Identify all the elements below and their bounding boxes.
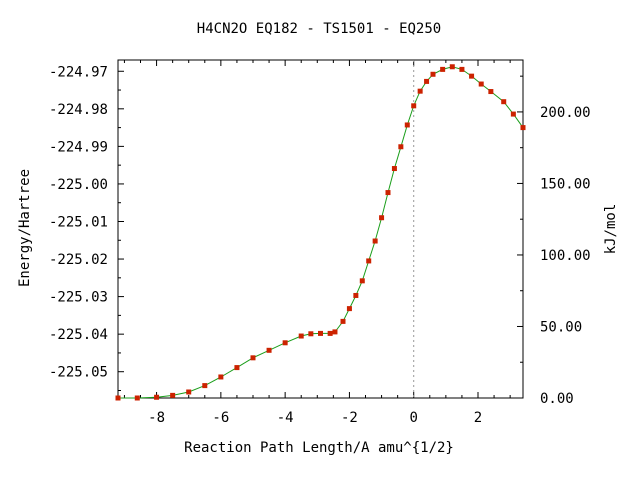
series-line [118,66,524,399]
chart-title: H4CN2O EQ182 - TS1501 - EQ250 [197,21,441,37]
y-tick-label: -225.05 [49,365,108,381]
data-point [134,395,140,401]
data-point [332,329,338,335]
data-point [282,340,288,346]
y2-tick-label: 0.00 [540,391,574,407]
data-point [340,318,346,324]
data-point [359,278,365,284]
data-point [385,190,391,196]
data-point [372,238,378,244]
y-tick-label: -225.00 [49,177,108,193]
y-tick-label: -224.98 [49,102,108,118]
y2-axis-label: kJ/mol [603,204,619,255]
x-axis-label: Reaction Path Length/A amu^{1/2} [184,440,454,456]
data-point [318,330,323,336]
data-point [379,215,385,221]
data-point [510,111,516,117]
y-tick-label: -225.02 [49,252,108,268]
data-point [478,81,484,87]
x-tick-label: 0 [409,410,417,426]
y2-tick-label: 100.00 [540,248,591,264]
data-point [404,122,410,128]
y-axis-label: Energy/Hartree [17,169,33,287]
y2-tick-label: 50.00 [540,319,582,335]
x-tick-label: -4 [277,410,294,426]
y2-tick-label: 150.00 [540,176,591,192]
x-tick-label: -6 [212,410,229,426]
data-point [430,71,436,77]
data-point [353,292,359,298]
data-point [308,331,314,337]
data-point [366,258,372,264]
y2-tick-label: 200.00 [540,105,591,121]
data-point [202,383,208,389]
data-point [440,66,446,72]
data-point [520,125,526,131]
plot-frame [117,59,524,399]
x-tick-label: -8 [148,410,165,426]
data-point [391,166,397,172]
x-tick-label: 2 [474,410,482,426]
data-point [234,365,240,371]
y-tick-label: -224.99 [49,139,108,155]
data-point [186,389,192,395]
data-point [501,99,507,105]
data-point [449,64,455,70]
data-point [459,66,465,72]
data-point [250,355,256,361]
data-point [488,89,494,95]
y-tick-label: -225.01 [49,214,108,230]
data-point [115,395,121,401]
y-tick-label: -225.03 [49,290,108,306]
data-point [424,78,430,84]
data-point [327,330,333,336]
data-point [170,392,176,398]
data-point [266,347,272,353]
y-tick-label: -224.97 [49,64,108,80]
x-tick-label: -2 [341,410,358,426]
plot-area: -8 -6 -4 -2 0 2 -224.97 -224.98 -224.99 -225.00 -2… [49,59,591,426]
data-point [298,333,304,339]
data-point [411,103,417,109]
data-point [398,144,404,150]
y-tick-label: -225.04 [49,327,108,343]
data-point [469,73,475,79]
data-point [417,88,423,94]
data-point [218,374,224,380]
data-point [154,394,160,400]
data-point [346,306,352,312]
